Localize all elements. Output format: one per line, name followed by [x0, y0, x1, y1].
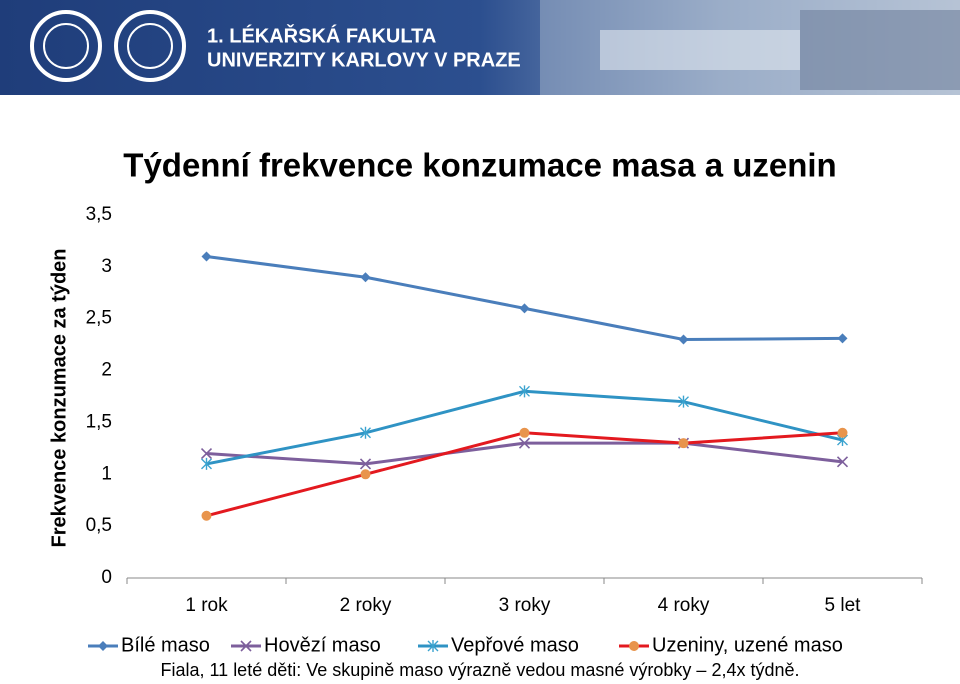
x-tick-label: 4 roky: [658, 595, 710, 616]
y-tick-label: 2: [101, 360, 112, 381]
marker: [837, 427, 848, 438]
y-tick-label: 3: [101, 256, 112, 277]
logo: [43, 23, 89, 69]
legend-label: Hovězí maso: [264, 634, 381, 656]
chart-title: Týdenní frekvence konzumace masa a uzeni…: [123, 147, 836, 184]
marker: [519, 427, 530, 438]
x-tick-label: 3 roky: [499, 595, 551, 616]
marker: [678, 334, 689, 345]
marker: [360, 272, 371, 283]
marker: [519, 385, 530, 398]
marker: [837, 333, 848, 344]
marker: [240, 640, 252, 652]
logo: [114, 10, 186, 82]
y-tick-label: 0,5: [86, 515, 112, 536]
marker: [629, 641, 639, 651]
marker: [201, 251, 212, 262]
marker: [360, 469, 371, 480]
y-tick-label: 2,5: [86, 308, 112, 329]
y-tick-label: 1,5: [86, 411, 112, 432]
logo: [30, 10, 102, 82]
marker: [359, 458, 372, 470]
marker: [678, 438, 689, 449]
marker: [360, 426, 371, 439]
photo-detail: [600, 30, 800, 70]
y-tick-label: 1: [101, 463, 112, 484]
marker: [836, 456, 849, 468]
marker: [200, 447, 213, 460]
photo-building: [800, 10, 960, 90]
marker: [201, 510, 212, 521]
x-tick-label: 1 rok: [185, 595, 228, 616]
legend-label: Bílé maso: [121, 634, 210, 656]
marker: [201, 457, 212, 470]
marker: [518, 437, 531, 449]
marker: [427, 640, 439, 652]
note: Fiala, 11 leté děti: Ve skupině maso výr…: [160, 660, 799, 680]
header-line: 1. LÉKAŘSKÁ FAKULTA: [207, 23, 436, 47]
marker: [519, 303, 530, 314]
legend-label: Uzeniny, uzené maso: [652, 634, 843, 656]
y-tick-label: 3,5: [86, 204, 112, 225]
marker: [678, 395, 689, 408]
legend-label: Vepřové maso: [451, 634, 579, 656]
series-line: [206, 389, 843, 466]
x-tick-label: 2 roky: [340, 595, 392, 616]
y-axis-label: Frekvence konzumace za týden: [48, 248, 70, 547]
x-tick-label: 5 let: [825, 595, 862, 616]
header-line: UNIVERZITY KARLOVY V PRAZE: [207, 49, 521, 71]
logo: [127, 23, 173, 69]
marker: [98, 641, 108, 651]
header-banner: 1. LÉKAŘSKÁ FAKULTA UNIVERZITY KARLOVY V…: [0, 0, 960, 95]
series-line: [206, 254, 843, 341]
y-tick-label: 0: [101, 567, 112, 588]
